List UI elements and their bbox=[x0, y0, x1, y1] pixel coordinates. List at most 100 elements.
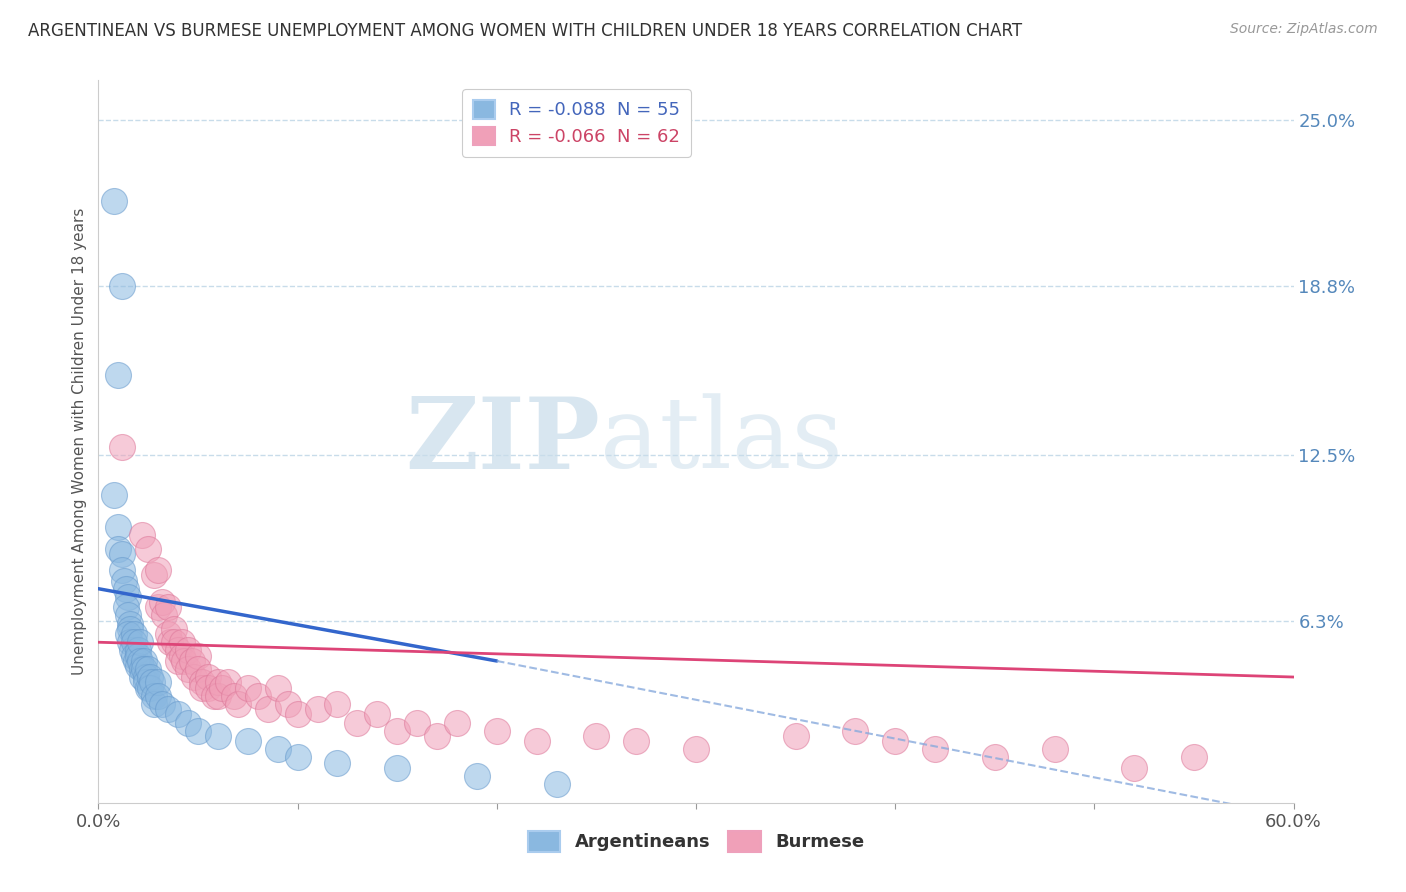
Point bbox=[141, 675, 163, 690]
Point bbox=[163, 622, 186, 636]
Point bbox=[143, 568, 166, 582]
Point bbox=[117, 608, 139, 623]
Legend: Argentineans, Burmese: Argentineans, Burmese bbox=[520, 823, 872, 859]
Point bbox=[135, 675, 157, 690]
Point bbox=[131, 670, 153, 684]
Point bbox=[117, 627, 139, 641]
Point bbox=[143, 697, 166, 711]
Point bbox=[207, 675, 229, 690]
Point bbox=[111, 563, 134, 577]
Point bbox=[207, 729, 229, 743]
Point bbox=[115, 582, 138, 596]
Point bbox=[207, 689, 229, 703]
Point bbox=[111, 279, 134, 293]
Point bbox=[124, 627, 146, 641]
Point bbox=[150, 697, 173, 711]
Point bbox=[1123, 761, 1146, 775]
Point bbox=[326, 697, 349, 711]
Point bbox=[385, 761, 409, 775]
Point bbox=[346, 715, 368, 730]
Point bbox=[115, 600, 138, 615]
Point bbox=[107, 368, 129, 382]
Point bbox=[163, 635, 186, 649]
Point bbox=[124, 648, 146, 663]
Point bbox=[287, 707, 309, 722]
Point bbox=[226, 697, 249, 711]
Point bbox=[148, 675, 170, 690]
Point bbox=[107, 520, 129, 534]
Point bbox=[157, 600, 180, 615]
Point bbox=[256, 702, 278, 716]
Point bbox=[181, 654, 204, 668]
Point bbox=[197, 670, 219, 684]
Point bbox=[129, 635, 152, 649]
Point bbox=[111, 440, 134, 454]
Point bbox=[267, 742, 290, 756]
Point bbox=[236, 681, 259, 695]
Point bbox=[884, 734, 907, 748]
Point bbox=[446, 715, 468, 730]
Point bbox=[125, 654, 148, 668]
Point bbox=[222, 689, 245, 703]
Point bbox=[1182, 750, 1205, 764]
Point bbox=[117, 590, 139, 604]
Point bbox=[197, 681, 219, 695]
Text: Source: ZipAtlas.com: Source: ZipAtlas.com bbox=[1230, 22, 1378, 37]
Point bbox=[103, 194, 125, 208]
Point bbox=[546, 777, 568, 791]
Point bbox=[148, 689, 170, 703]
Point bbox=[136, 541, 159, 556]
Point bbox=[844, 723, 866, 738]
Point bbox=[127, 648, 149, 663]
Text: atlas: atlas bbox=[600, 393, 844, 490]
Point bbox=[307, 702, 329, 716]
Point bbox=[585, 729, 607, 743]
Point bbox=[159, 635, 181, 649]
Point bbox=[202, 689, 225, 703]
Point bbox=[112, 574, 135, 588]
Point bbox=[267, 681, 290, 695]
Point bbox=[157, 702, 180, 716]
Point bbox=[426, 729, 449, 743]
Point bbox=[148, 600, 170, 615]
Point bbox=[150, 595, 173, 609]
Point bbox=[153, 608, 176, 623]
Point bbox=[124, 635, 146, 649]
Point bbox=[129, 654, 152, 668]
Point bbox=[287, 750, 309, 764]
Point bbox=[177, 643, 200, 657]
Point bbox=[406, 715, 429, 730]
Point bbox=[211, 681, 233, 695]
Point bbox=[143, 689, 166, 703]
Point bbox=[187, 648, 209, 663]
Text: ZIP: ZIP bbox=[405, 393, 600, 490]
Point bbox=[465, 769, 488, 783]
Point bbox=[173, 654, 195, 668]
Point bbox=[366, 707, 388, 722]
Point bbox=[177, 662, 200, 676]
Point bbox=[984, 750, 1007, 764]
Point bbox=[167, 654, 190, 668]
Point bbox=[183, 670, 205, 684]
Point bbox=[191, 675, 214, 690]
Point bbox=[385, 723, 409, 738]
Point bbox=[103, 488, 125, 502]
Point bbox=[131, 528, 153, 542]
Point bbox=[120, 622, 142, 636]
Point bbox=[326, 756, 349, 770]
Point bbox=[217, 675, 239, 690]
Point bbox=[246, 689, 269, 703]
Y-axis label: Unemployment Among Women with Children Under 18 years: Unemployment Among Women with Children U… bbox=[72, 208, 87, 675]
Point bbox=[924, 742, 946, 756]
Point bbox=[120, 635, 142, 649]
Point bbox=[135, 670, 157, 684]
Point bbox=[191, 681, 214, 695]
Point bbox=[485, 723, 508, 738]
Point bbox=[127, 643, 149, 657]
Point bbox=[134, 662, 156, 676]
Point bbox=[626, 734, 648, 748]
Point bbox=[172, 648, 194, 663]
Point bbox=[167, 707, 190, 722]
Point bbox=[111, 547, 134, 561]
Point bbox=[139, 681, 162, 695]
